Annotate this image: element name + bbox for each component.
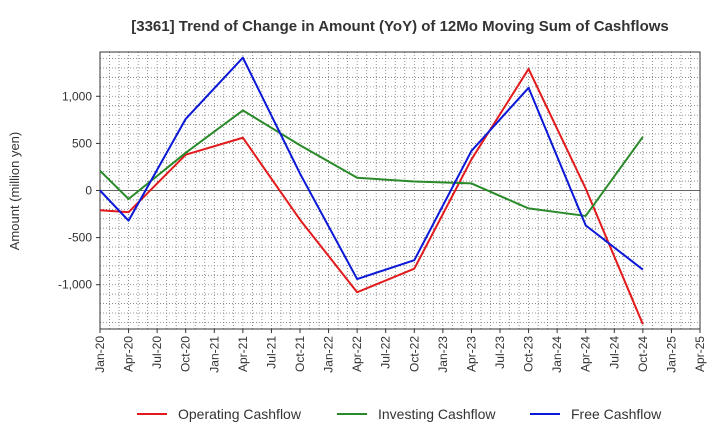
- x-tick-label: Apr-24: [579, 336, 593, 372]
- x-tick-label: Oct-24: [636, 336, 650, 372]
- x-tick-label: Jul-24: [607, 336, 621, 369]
- y-tick-label: 1,000: [62, 89, 92, 103]
- x-tick-label: Oct-23: [522, 336, 536, 372]
- x-tick-label: Oct-20: [179, 336, 193, 372]
- x-tick-label: Jul-22: [379, 336, 393, 369]
- x-tick-label: Jan-20: [93, 336, 107, 373]
- investing-cashflow-legend-label: Investing Cashflow: [378, 406, 496, 422]
- x-tick-label: Apr-22: [350, 336, 364, 372]
- operating-cashflow-line: [99, 67, 644, 325]
- operating-cashflow-legend-label: Operating Cashflow: [178, 406, 302, 422]
- x-tick-label: Jul-20: [150, 336, 164, 369]
- y-tick-label: 500: [72, 136, 92, 150]
- y-tick-label: -500: [68, 231, 92, 245]
- x-tick-label: Apr-20: [122, 336, 136, 372]
- x-tick-label: Jan-25: [664, 336, 678, 373]
- investing-cashflow-line: [99, 109, 644, 217]
- y-axis-ticks: 1,000 500 0 -500 -1,000: [58, 89, 100, 292]
- series-lines: [99, 56, 644, 325]
- chart-title: [3361] Trend of Change in Amount (YoY) o…: [131, 18, 669, 35]
- x-tick-label: Apr-23: [464, 336, 478, 372]
- free-cashflow-legend-label: Free Cashflow: [571, 406, 662, 422]
- legend: Operating Cashflow Investing Cashflow Free…: [137, 406, 662, 422]
- x-tick-label: Apr-21: [236, 336, 250, 372]
- x-tick-label: Jan-22: [322, 336, 336, 373]
- x-tick-label: Oct-22: [407, 336, 421, 372]
- x-tick-label: Jan-24: [550, 336, 564, 373]
- y-axis-label: Amount (million yen): [7, 132, 22, 251]
- free-cashflow-line: [99, 56, 644, 281]
- x-tick-label: Jul-23: [493, 336, 507, 369]
- x-tick-label: Jul-21: [264, 336, 278, 369]
- y-tick-label: 0: [85, 184, 92, 198]
- x-tick-label: Oct-21: [293, 336, 307, 372]
- x-tick-label: Jan-21: [207, 336, 221, 373]
- x-axis-ticks: Jan-20 Apr-20 Jul-20 Oct-20 Jan-21 Apr-21 Jul-…: [93, 329, 707, 373]
- y-tick-label: -1,000: [58, 278, 92, 292]
- x-tick-label: Jan-23: [436, 336, 450, 373]
- x-tick-label: Apr-25: [693, 336, 707, 372]
